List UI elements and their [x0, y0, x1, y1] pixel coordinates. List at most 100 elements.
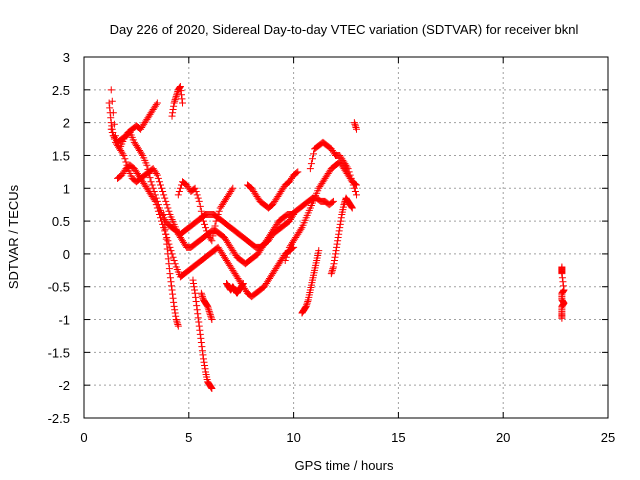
data-point — [328, 268, 336, 276]
data-point — [306, 165, 314, 173]
data-point — [335, 227, 343, 235]
data-point — [174, 322, 182, 330]
data-point — [150, 196, 158, 204]
data-point — [333, 240, 341, 248]
y-tick-label: 1.5 — [52, 148, 70, 163]
data-point — [106, 104, 114, 112]
data-point — [344, 165, 352, 173]
data-point — [198, 291, 206, 299]
data-point — [345, 168, 353, 176]
data-point — [164, 250, 172, 258]
data-point — [171, 97, 179, 105]
data-point — [201, 220, 209, 228]
data-point — [330, 260, 338, 268]
data-point — [340, 201, 348, 209]
data-point — [293, 169, 301, 177]
data-point — [112, 135, 120, 143]
series-track-3 — [114, 161, 298, 301]
data-point — [194, 314, 202, 322]
data-point — [198, 212, 206, 220]
data-point — [172, 312, 180, 320]
data-point — [195, 322, 203, 330]
data-point — [191, 289, 199, 297]
data-point — [198, 343, 206, 351]
series-track-14 — [306, 138, 360, 199]
y-axis-label: SDTVAR / TECUs — [6, 184, 21, 289]
data-point — [350, 119, 358, 127]
data-point — [208, 316, 216, 324]
data-point — [191, 286, 199, 294]
data-point — [155, 178, 163, 186]
data-point — [303, 301, 311, 309]
data-point — [348, 178, 356, 186]
data-point — [176, 83, 184, 91]
data-point — [154, 207, 162, 215]
data-point — [175, 188, 183, 196]
data-point — [160, 191, 168, 199]
data-point — [174, 191, 182, 199]
x-tick-label: 5 — [185, 430, 192, 445]
data-point — [352, 191, 360, 199]
data-point — [158, 184, 166, 192]
data-point — [239, 280, 247, 288]
data-point — [214, 211, 222, 219]
plot-frame — [83, 56, 609, 419]
data-point — [203, 301, 211, 309]
data-point — [157, 181, 165, 189]
data-point — [168, 112, 176, 120]
data-point — [170, 102, 178, 110]
data-point — [177, 87, 185, 95]
data-point — [337, 217, 345, 225]
data-point — [165, 207, 173, 215]
data-point — [348, 203, 356, 211]
data-point — [161, 225, 169, 233]
data-point — [176, 184, 184, 192]
data-point — [329, 263, 337, 271]
data-point — [343, 163, 351, 171]
data-point — [332, 247, 340, 255]
data-point — [330, 256, 338, 264]
data-point — [153, 99, 161, 107]
data-point — [201, 365, 209, 373]
data-point — [215, 207, 223, 215]
data-point — [157, 214, 165, 222]
data-point — [229, 184, 237, 192]
y-tick-label: -1 — [58, 313, 70, 328]
data-point — [193, 302, 201, 310]
y-tick-label: 3 — [63, 50, 70, 65]
data-point — [160, 215, 168, 223]
x-tick-label: 0 — [80, 430, 87, 445]
data-point — [110, 120, 118, 128]
y-tick-label: -1.5 — [48, 345, 70, 360]
data-point — [197, 289, 205, 297]
data-point — [329, 265, 337, 273]
data-point — [203, 227, 211, 235]
data-point — [169, 106, 177, 114]
data-point — [308, 155, 316, 163]
y-tick-label: 0 — [63, 247, 70, 262]
series-track-5 — [168, 83, 187, 120]
data-point — [171, 309, 179, 317]
data-point — [161, 194, 169, 202]
data-point — [228, 186, 236, 194]
data-point — [207, 383, 215, 391]
data-point — [164, 237, 172, 245]
data-point — [336, 224, 344, 232]
data-point — [171, 96, 179, 104]
data-point — [196, 202, 204, 210]
data-point — [165, 265, 173, 273]
data-point — [122, 158, 130, 166]
data-point — [179, 99, 187, 107]
data-point — [148, 181, 156, 189]
data-point — [146, 174, 154, 182]
data-point — [207, 314, 215, 322]
data-point — [169, 290, 177, 298]
data-point — [167, 278, 175, 286]
series-track-16 — [350, 119, 360, 133]
data-point — [108, 128, 116, 136]
data-point — [196, 326, 204, 334]
data-point — [204, 302, 212, 310]
data-point — [161, 220, 169, 228]
data-point — [173, 89, 181, 97]
